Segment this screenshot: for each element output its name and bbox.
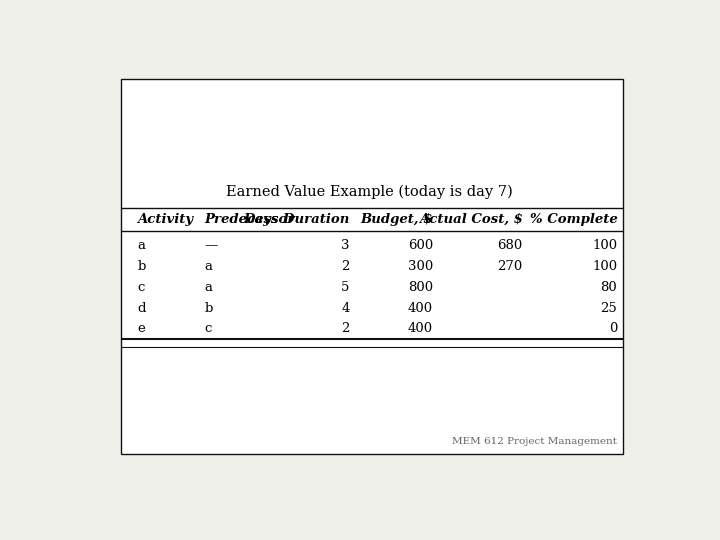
Text: 100: 100 xyxy=(592,239,617,252)
Text: 2: 2 xyxy=(341,322,349,335)
Text: e: e xyxy=(138,322,145,335)
FancyBboxPatch shape xyxy=(121,79,623,454)
Text: b: b xyxy=(204,301,213,314)
Text: 2: 2 xyxy=(341,260,349,273)
Text: 100: 100 xyxy=(592,260,617,273)
Text: c: c xyxy=(204,322,212,335)
Text: Earned Value Example (today is day 7): Earned Value Example (today is day 7) xyxy=(225,185,513,199)
Text: Actual Cost, $: Actual Cost, $ xyxy=(418,213,523,226)
Text: 600: 600 xyxy=(408,239,433,252)
Text: % Complete: % Complete xyxy=(529,213,617,226)
Text: 5: 5 xyxy=(341,281,349,294)
Text: 80: 80 xyxy=(600,281,617,294)
Text: 3: 3 xyxy=(341,239,349,252)
Text: 300: 300 xyxy=(408,260,433,273)
Text: 400: 400 xyxy=(408,322,433,335)
Text: d: d xyxy=(138,301,146,314)
Text: Predecessor: Predecessor xyxy=(204,213,294,226)
Text: c: c xyxy=(138,281,145,294)
Text: b: b xyxy=(138,260,146,273)
Text: Activity: Activity xyxy=(138,213,194,226)
Text: a: a xyxy=(204,260,212,273)
Text: Days Duration: Days Duration xyxy=(243,213,349,226)
Text: Budget, $: Budget, $ xyxy=(361,213,433,226)
Text: a: a xyxy=(138,239,145,252)
Text: MEM 612 Project Management: MEM 612 Project Management xyxy=(452,437,617,445)
Text: a: a xyxy=(204,281,212,294)
Text: 800: 800 xyxy=(408,281,433,294)
Text: 400: 400 xyxy=(408,301,433,314)
Text: 25: 25 xyxy=(600,301,617,314)
Text: 4: 4 xyxy=(341,301,349,314)
Text: 270: 270 xyxy=(498,260,523,273)
Text: —: — xyxy=(204,239,217,252)
Text: 680: 680 xyxy=(498,239,523,252)
Text: 0: 0 xyxy=(609,322,617,335)
